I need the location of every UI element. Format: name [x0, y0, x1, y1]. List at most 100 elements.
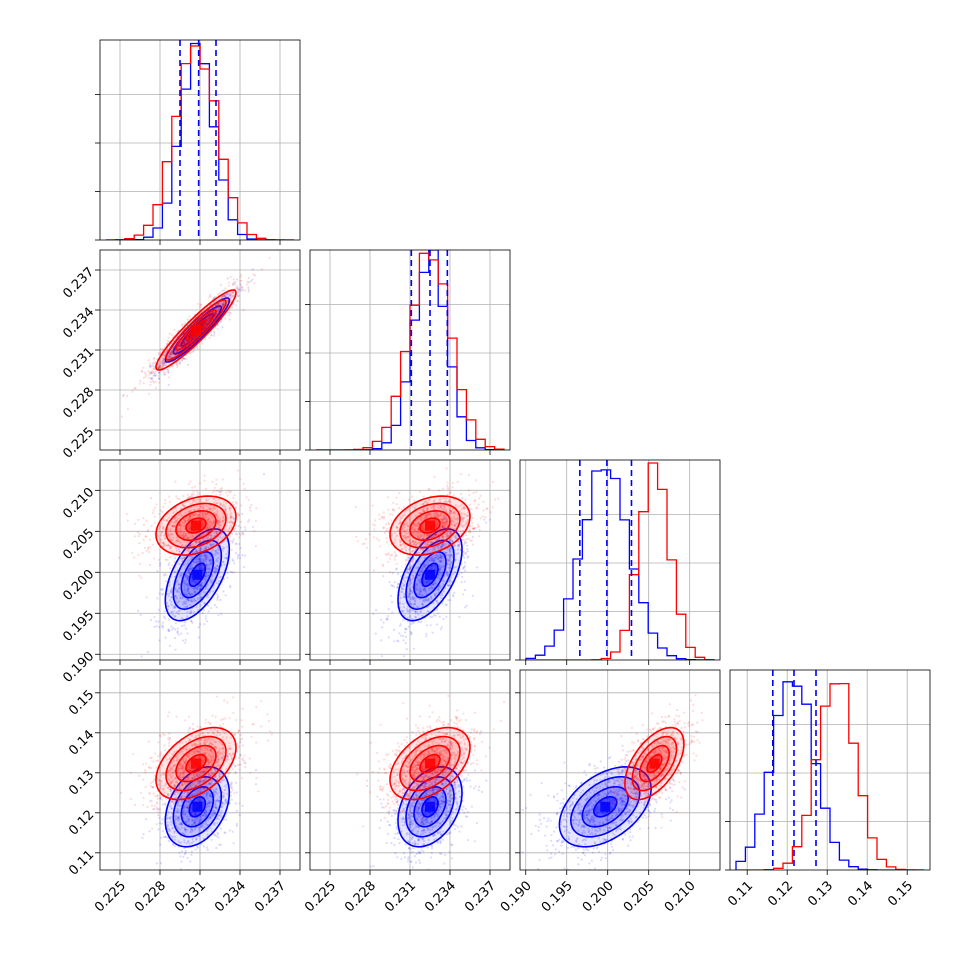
sample-point: [194, 540, 197, 543]
sample-point: [226, 576, 229, 579]
sample-point: [204, 547, 207, 550]
sample-point: [202, 532, 205, 535]
sample-point: [399, 596, 402, 600]
sample-point: [393, 542, 396, 545]
sample-point: [195, 600, 198, 603]
sample-point: [194, 550, 197, 554]
sample-point: [207, 317, 210, 320]
sample-point: [173, 510, 176, 513]
sample-point: [210, 316, 213, 319]
sample-point: [381, 563, 384, 566]
sample-point: [217, 520, 220, 523]
sample-point: [188, 518, 191, 521]
sample-point: [247, 520, 250, 523]
sample-point: [424, 598, 427, 601]
sample-point: [414, 616, 417, 619]
sample-point: [407, 571, 410, 574]
sample-point: [202, 548, 205, 551]
sample-point: [193, 508, 196, 511]
sample-point: [409, 631, 413, 634]
sample-point: [226, 298, 229, 302]
sample-point: [169, 536, 172, 539]
sample-point: [206, 316, 209, 319]
sample-point: [207, 316, 210, 319]
sample-point: [211, 311, 214, 314]
sample-point: [453, 566, 456, 569]
sample-point: [170, 352, 174, 356]
sample-point: [206, 571, 209, 574]
sample-point: [431, 547, 434, 550]
sample-point: [437, 612, 440, 615]
sample-point: [156, 597, 159, 600]
sample-point: [176, 631, 179, 634]
sample-point: [212, 540, 215, 543]
panel-2-1: [305, 459, 511, 665]
sample-point: [467, 537, 470, 540]
blue-density-peak: [425, 569, 435, 580]
sample-point: [205, 317, 208, 320]
sample-point: [121, 415, 124, 418]
sample-point: [236, 557, 239, 560]
sample-point: [445, 615, 448, 619]
sample-point: [210, 509, 213, 512]
sample-point: [191, 500, 194, 503]
sample-point: [190, 620, 193, 623]
sample-point: [164, 537, 167, 540]
sample-point: [438, 544, 441, 547]
sample-point: [437, 574, 441, 577]
sample-point: [188, 592, 191, 595]
sample-point: [178, 343, 181, 347]
sample-point: [233, 518, 236, 521]
sample-point: [186, 598, 189, 601]
red-contour: [155, 289, 237, 371]
sample-point: [222, 503, 225, 506]
sample-point: [209, 543, 212, 546]
sample-point: [239, 283, 242, 286]
sample-point: [180, 632, 183, 635]
sample-point: [435, 608, 438, 611]
sample-point: [209, 316, 212, 319]
sample-point: [227, 530, 230, 533]
sample-point: [172, 351, 175, 354]
sample-point: [188, 315, 191, 318]
sample-point: [179, 527, 183, 530]
sample-point: [440, 556, 443, 559]
sample-point: [208, 316, 212, 319]
sample-point: [186, 595, 189, 598]
sample-point: [454, 503, 457, 506]
sample-point: [434, 566, 437, 569]
sample-point: [184, 342, 187, 345]
sample-point: [200, 515, 203, 518]
sample-point: [415, 514, 418, 517]
sample-point: [435, 599, 438, 602]
sample-point: [409, 590, 413, 593]
sample-point: [181, 601, 185, 604]
sample-point: [209, 521, 212, 524]
sample-point: [236, 555, 239, 558]
sample-point: [215, 606, 218, 609]
sample-point: [161, 589, 164, 592]
sample-point: [143, 371, 146, 374]
sample-point: [224, 297, 228, 300]
sample-point: [222, 560, 225, 563]
sample-point: [397, 582, 400, 585]
sample-point: [193, 347, 196, 350]
sample-point: [217, 522, 220, 525]
sample-point: [448, 546, 451, 550]
sample-point: [170, 591, 173, 594]
sample-point: [212, 311, 215, 314]
sample-point: [207, 567, 210, 570]
sample-point: [226, 571, 229, 575]
sample-point: [184, 532, 187, 535]
sample-point: [138, 542, 141, 545]
sample-point: [186, 549, 189, 552]
sample-point: [464, 506, 467, 509]
sample-point: [214, 552, 218, 555]
sample-point: [229, 275, 232, 278]
sample-point: [206, 512, 209, 515]
sample-point: [184, 575, 187, 578]
sample-point: [440, 546, 443, 549]
sample-point: [411, 591, 414, 595]
sample-point: [212, 301, 215, 304]
sample-point: [357, 540, 360, 543]
